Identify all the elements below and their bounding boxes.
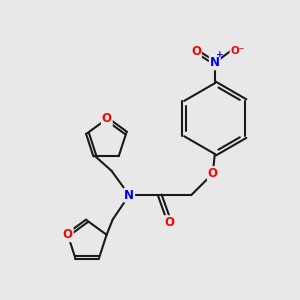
Text: O: O xyxy=(165,216,175,229)
Text: O: O xyxy=(63,228,73,241)
Text: +: + xyxy=(216,50,223,59)
Text: N: N xyxy=(210,56,220,69)
Text: O⁻: O⁻ xyxy=(230,46,245,56)
Text: O: O xyxy=(102,112,112,125)
Text: O: O xyxy=(191,45,201,58)
Text: O: O xyxy=(208,167,218,180)
Text: N: N xyxy=(124,189,134,202)
